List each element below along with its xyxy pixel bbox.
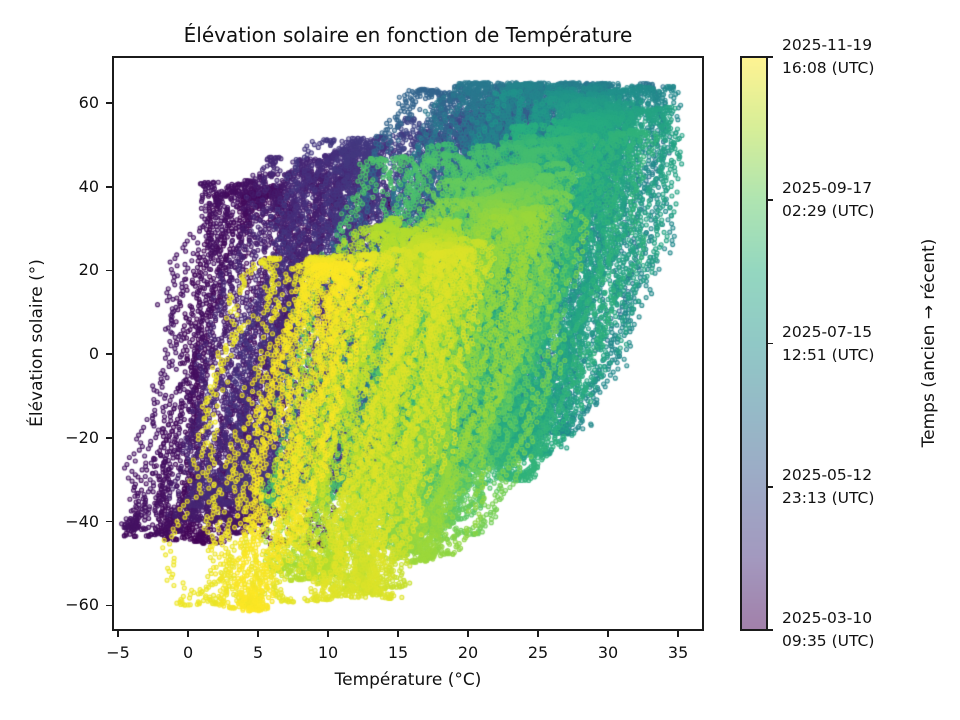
colorbar-tick-label: 2025-09-17 02:29 (UTC) (782, 179, 875, 221)
x-tick-mark (327, 630, 329, 637)
y-tick-mark (106, 102, 113, 104)
x-tick-mark (467, 630, 469, 637)
y-tick-label: 20 (78, 260, 99, 280)
y-tick-mark (106, 269, 113, 272)
x-tick-label: 15 (387, 643, 409, 662)
colorbar-tick-mark (767, 199, 773, 202)
colorbar-gradient (741, 57, 767, 630)
x-tick-mark (187, 630, 189, 637)
x-tick-label: 0 (182, 643, 194, 662)
x-tick-mark (677, 630, 679, 637)
x-tick-label: 25 (527, 643, 549, 662)
x-tick-label: 35 (667, 643, 689, 662)
y-tick-mark (106, 185, 113, 188)
y-tick-label: −40 (65, 511, 99, 531)
scatter-canvas (113, 57, 703, 630)
x-tick-label: 5 (252, 643, 264, 662)
chart-title: Élévation solaire en fonction de Tempéra… (183, 23, 633, 47)
colorbar-tick-mark (767, 56, 773, 58)
y-tick-mark (106, 353, 113, 355)
x-tick-mark (117, 630, 119, 637)
colorbar-tick-label: 2025-05-12 23:13 (UTC) (782, 465, 875, 507)
y-tick-label: 40 (78, 176, 99, 196)
x-tick-label: 30 (597, 643, 619, 662)
y-tick-label: 60 (78, 93, 99, 113)
x-tick-mark (257, 630, 259, 637)
x-tick-label: 10 (317, 643, 339, 662)
y-tick-label: −20 (65, 427, 99, 447)
colorbar-tick-mark (767, 629, 773, 631)
x-tick-mark (397, 630, 399, 637)
y-tick-label: 0 (88, 344, 99, 364)
y-tick-label: −60 (65, 595, 99, 615)
colorbar-tick-mark (767, 485, 773, 488)
colorbar-tick-label: 2025-11-19 16:08 (UTC) (782, 36, 875, 77)
colorbar-tick-label: 2025-07-15 12:51 (UTC) (782, 322, 875, 364)
y-tick-mark (106, 520, 113, 523)
x-tick-label: 20 (457, 643, 479, 662)
y-tick-mark (106, 437, 113, 439)
colorbar-tick-mark (767, 342, 773, 345)
colorbar-tick-label: 2025-03-10 09:35 (UTC) (782, 609, 875, 650)
colorbar-label: Temps (ancien → récent) (919, 238, 939, 448)
y-tick-mark (106, 604, 113, 607)
x-axis-label: Température (°C) (334, 670, 482, 690)
x-tick-mark (537, 630, 539, 637)
x-tick-mark (607, 630, 609, 637)
x-tick-label: −5 (106, 643, 130, 662)
